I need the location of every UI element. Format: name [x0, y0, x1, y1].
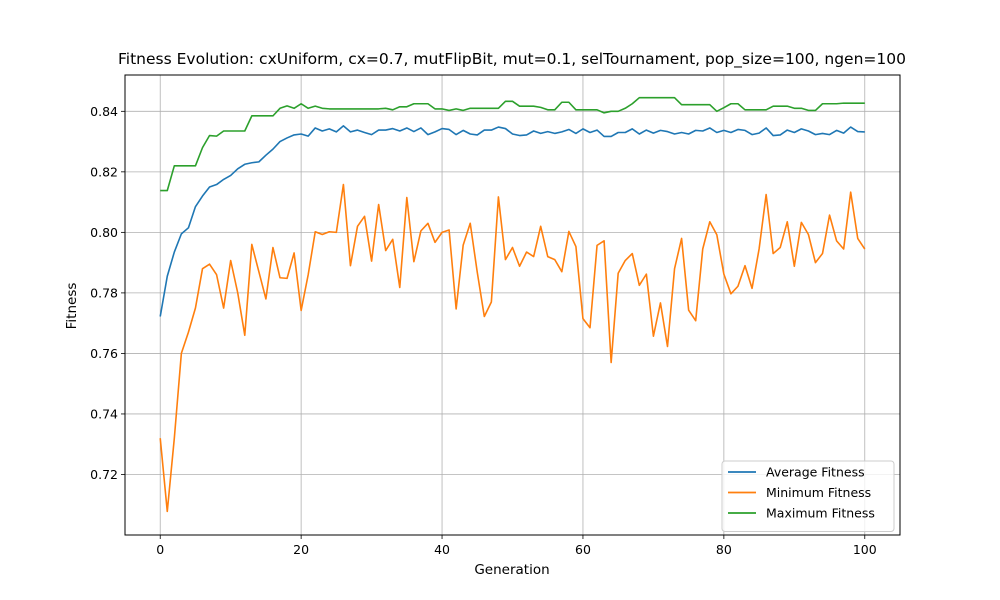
legend-label: Minimum Fitness: [766, 485, 871, 500]
y-tick-label: 0.84: [90, 104, 118, 119]
series-lines: [159, 96, 866, 513]
x-tick-label: 60: [575, 542, 591, 557]
x-tick-label: 20: [293, 542, 309, 557]
y-tick-label: 0.76: [90, 346, 118, 361]
y-axis-label: Fitness: [64, 283, 80, 330]
x-tick-label: 80: [716, 542, 732, 557]
series-line-maximum-fitness: [160, 96, 865, 192]
x-axis-label: Generation: [474, 562, 549, 578]
x-tick-label: 0: [156, 542, 164, 557]
y-tick-label: 0.72: [90, 467, 118, 482]
x-tick-label: 100: [853, 542, 877, 557]
series-line-average-fitness: [159, 125, 865, 317]
legend-label: Average Fitness: [766, 465, 865, 480]
y-tick-label: 0.80: [90, 225, 118, 240]
series-line-minimum-fitness: [159, 183, 866, 513]
x-tick-label: 40: [434, 542, 450, 557]
y-tick-label: 0.82: [90, 164, 118, 179]
legend-box: [721, 460, 895, 532]
plot-frame: [124, 74, 901, 536]
y-tick-label: 0.74: [90, 406, 118, 421]
chart-title: Fitness Evolution: cxUniform, cx=0.7, mu…: [118, 50, 906, 69]
y-tick-label: 0.78: [90, 285, 118, 300]
legend-label: Maximum Fitness: [766, 506, 875, 521]
axis-ticks: 0 20 40 60 80 100 0.72 0.74 0.76 0.78 0.80 0.82 0.84: [90, 104, 877, 557]
legend: Average Fitness Minimum Fitness Maximum Fi…: [721, 460, 895, 532]
